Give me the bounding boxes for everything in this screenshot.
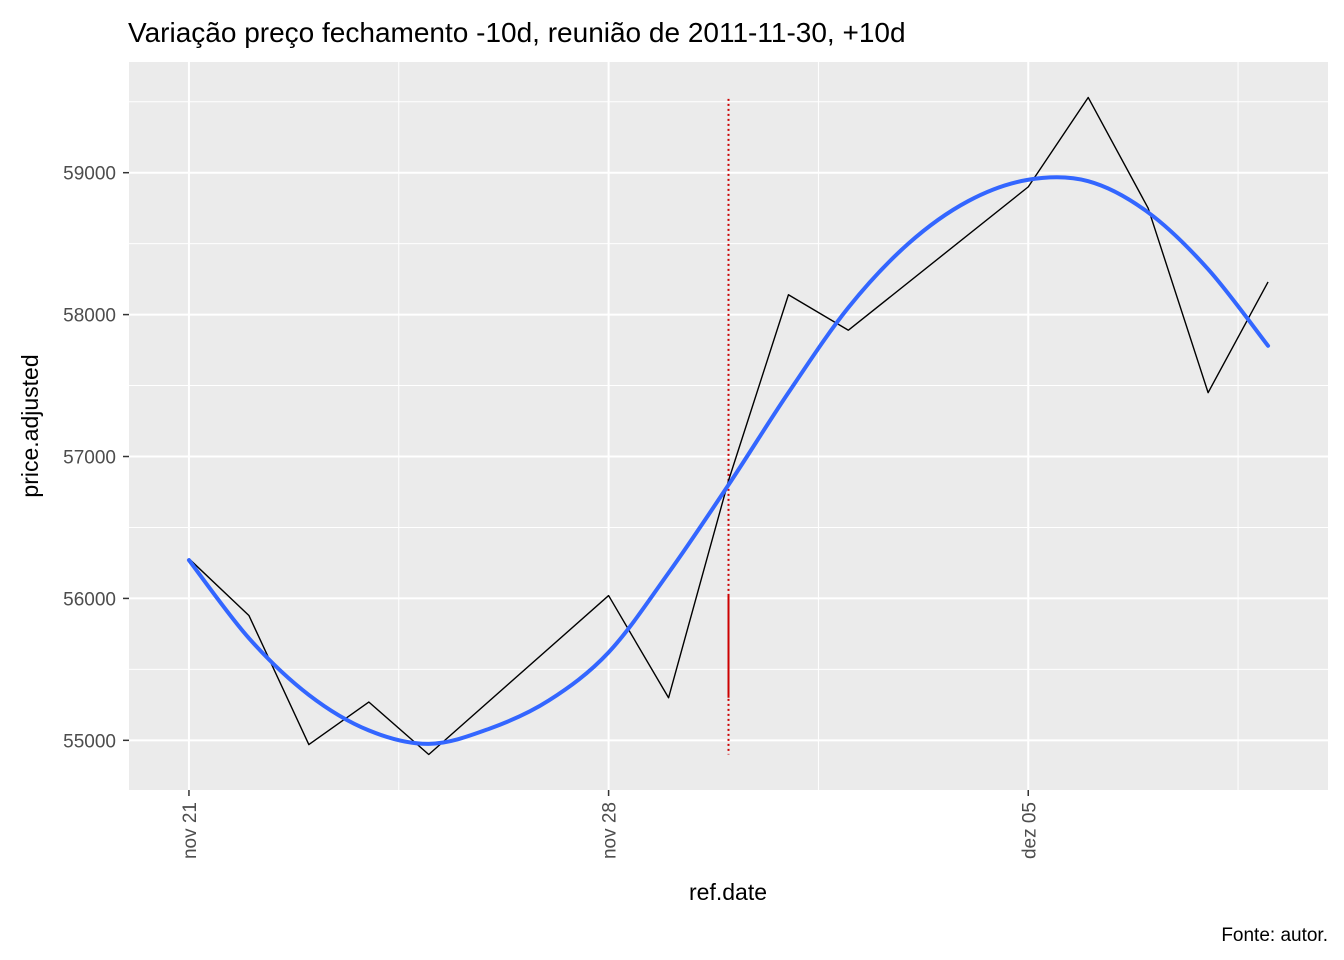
x-tick-label: nov 21 xyxy=(180,802,201,859)
caption: Fonte: autor. xyxy=(1221,925,1328,946)
x-axis: nov 21 nov 28 dez 05 xyxy=(180,790,1040,859)
x-tick-label: nov 28 xyxy=(600,802,621,859)
y-tick-label: 56000 xyxy=(63,589,116,610)
y-tick-label: 57000 xyxy=(63,448,116,469)
price-line xyxy=(188,96,1269,756)
y-tick-label: 55000 xyxy=(63,731,116,752)
y-tick-label: 59000 xyxy=(63,164,116,185)
smooth-trend-line xyxy=(186,175,1271,746)
chart-title: Variação preço fechamento -10d, reunião … xyxy=(128,17,906,48)
series-layer xyxy=(186,96,1271,756)
y-axis-title: price.adjusted xyxy=(17,354,43,497)
y-tick-label: 58000 xyxy=(63,306,116,327)
y-axis: 55000 56000 57000 58000 59000 xyxy=(63,164,129,752)
x-axis-title: ref.date xyxy=(689,879,767,905)
x-tick-label: dez 05 xyxy=(1019,802,1040,859)
